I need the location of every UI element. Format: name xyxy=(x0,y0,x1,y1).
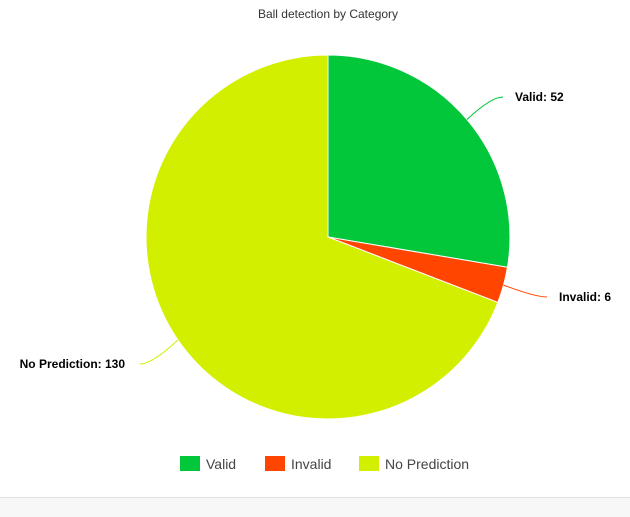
legend-swatch xyxy=(359,456,379,471)
legend-label: Valid xyxy=(206,456,236,472)
legend-item-invalid[interactable]: Invalid xyxy=(265,456,331,472)
legend-swatch xyxy=(180,456,200,471)
legend[interactable]: Valid Invalid No Prediction xyxy=(180,456,469,472)
connector-line-no-prediction xyxy=(139,339,179,365)
pie-chart: Ball detection by Category Valid: 52 Inva… xyxy=(20,7,612,472)
data-label-invalid: Invalid: 6 xyxy=(559,290,611,304)
data-labels: Valid: 52 Invalid: 6 No Prediction: 130 xyxy=(20,90,612,371)
pie-slices xyxy=(145,54,511,420)
legend-label: Invalid xyxy=(291,456,331,472)
chart-title: Ball detection by Category xyxy=(258,7,398,21)
legend-swatch xyxy=(265,456,285,471)
legend-label: No Prediction xyxy=(385,456,469,472)
footer-bar xyxy=(0,497,630,517)
data-label-no-prediction: No Prediction: 130 xyxy=(20,357,126,371)
pie-slice-valid[interactable] xyxy=(327,54,511,268)
connector-line-valid xyxy=(466,96,504,120)
legend-item-valid[interactable]: Valid xyxy=(180,456,236,472)
data-label-valid: Valid: 52 xyxy=(515,90,564,104)
legend-item-no-prediction[interactable]: No Prediction xyxy=(359,456,469,472)
pie-slice-no-prediction[interactable] xyxy=(145,54,499,420)
connector-line-invalid xyxy=(503,284,548,298)
chart-svg: Ball detection by Category Valid: 52 Inva… xyxy=(20,7,612,472)
